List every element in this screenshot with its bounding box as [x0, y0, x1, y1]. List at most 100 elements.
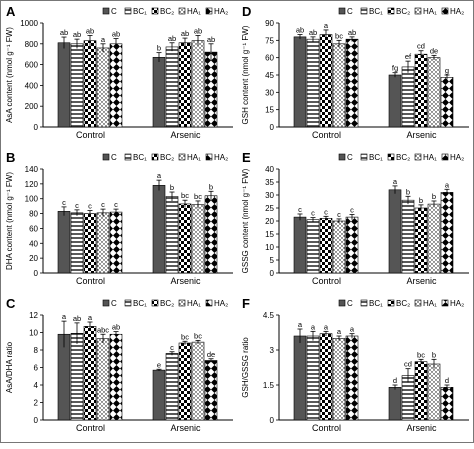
significance-letter: g [445, 66, 449, 75]
bar [96, 338, 110, 421]
legend-label: C [111, 299, 117, 308]
legend-swatch [360, 7, 368, 15]
y-axis-label: AsA/DHA ratio [5, 341, 14, 393]
legend-swatch [387, 299, 395, 307]
x-category-label: Control [76, 276, 105, 286]
significance-letter: c [88, 202, 92, 211]
bar [345, 216, 359, 274]
x-category-label: Control [312, 130, 341, 140]
panel-letter: B [6, 150, 15, 165]
legend-label: C [347, 153, 353, 162]
significance-letter: bc [181, 332, 189, 341]
bar [109, 211, 123, 274]
bar [191, 40, 205, 128]
legend-label: BC₁ [133, 153, 147, 162]
x-category-label: Arsenic [406, 276, 437, 286]
significance-letter: bc [335, 31, 343, 40]
bar [401, 66, 415, 128]
y-tick-label: 0 [270, 416, 275, 425]
bar [293, 335, 307, 421]
significance-letter: de [430, 46, 438, 55]
legend-label: C [347, 7, 353, 16]
legend-label: HA₁ [187, 7, 201, 16]
significance-letter: ab [181, 29, 189, 38]
significance-letter: de [207, 350, 215, 359]
y-tick-label: 45 [265, 71, 274, 80]
y-tick-label: 140 [25, 165, 39, 174]
chart-panel-d: D C BC₁ BC₂ HA₁ HA₂ 0 15 30 45 60 75 90 GSH content (… [241, 4, 469, 140]
bar [306, 219, 320, 274]
panel-letter: A [6, 4, 16, 19]
significance-letter: ab [86, 26, 94, 35]
bar [388, 74, 402, 128]
bar [178, 342, 192, 421]
legend-swatch [360, 153, 368, 161]
y-tick-label: 12 [29, 311, 38, 320]
legend-label: C [111, 7, 117, 16]
bar [70, 43, 84, 128]
legend: C BC₁ BC₂ HA₁ HA₂ [102, 7, 228, 16]
legend: C BC₁ BC₂ HA₁ HA₂ [338, 299, 464, 308]
bar [306, 38, 320, 128]
bar [414, 207, 428, 274]
bar [319, 218, 333, 274]
bar [332, 220, 346, 274]
bar [388, 387, 402, 421]
bar [83, 213, 97, 274]
bar [57, 211, 71, 274]
legend-label: HA₁ [187, 299, 201, 308]
y-tick-label: 8 [34, 346, 39, 355]
legend-swatch [151, 153, 159, 161]
legend-label: BC₂ [396, 7, 410, 16]
significance-letter: ab [168, 34, 176, 43]
bar [204, 360, 218, 421]
significance-letter: bc [194, 331, 202, 340]
y-tick-label: 0 [270, 123, 275, 132]
chart-panel-b: B C BC₁ BC₂ HA₁ HA₂ 0 20 40 60 80 100 120 140 DHA cont… [5, 150, 233, 286]
y-axis-label: GSSG content (nmol g⁻¹ FW) [241, 168, 250, 273]
chart-panel-a: A C BC₁ BC₂ HA₁ HA₂ 0 200 400 600 800 1000 AsA conte… [5, 4, 233, 140]
significance-letter: bc [194, 192, 202, 201]
legend: C BC₁ BC₂ HA₁ HA₂ [338, 7, 464, 16]
bar [178, 42, 192, 128]
legend-label: BC₁ [133, 299, 147, 308]
significance-letter: ab [60, 28, 68, 37]
y-tick-label: 0 [34, 123, 39, 132]
x-category-label: Arsenic [170, 276, 201, 286]
legend-swatch [338, 153, 346, 161]
significance-letter: cd [404, 360, 412, 369]
y-tick-label: 200 [25, 102, 39, 111]
legend-swatch [124, 153, 132, 161]
bar [70, 212, 84, 274]
legend-swatch [441, 153, 449, 161]
bar [427, 57, 441, 128]
bar [427, 363, 441, 421]
y-tick-label: 40 [29, 239, 38, 248]
bar [165, 46, 179, 128]
bar [332, 338, 346, 421]
bar [152, 185, 166, 274]
legend-swatch [441, 7, 449, 15]
x-category-label: Control [312, 423, 341, 433]
significance-letter: ab [73, 30, 81, 39]
significance-letter: c [311, 209, 315, 218]
significance-letter: b [170, 183, 174, 192]
bar [345, 38, 359, 128]
panel-letter: D [242, 4, 251, 19]
y-tick-label: 10 [29, 329, 38, 338]
y-tick-label: 800 [25, 40, 39, 49]
legend-swatch [205, 153, 213, 161]
legend-swatch [102, 153, 110, 161]
significance-letter: ab [348, 28, 356, 37]
legend-label: HA₂ [214, 153, 228, 162]
significance-letter: c [62, 198, 66, 207]
significance-letter: c [298, 205, 302, 214]
bar [388, 189, 402, 274]
legend-label: BC₁ [133, 7, 147, 16]
y-tick-label: 30 [265, 191, 274, 200]
bar [306, 335, 320, 421]
significance-letter: c [114, 200, 118, 209]
significance-letter: b [432, 192, 436, 201]
legend-swatch [124, 7, 132, 15]
x-category-label: Control [76, 130, 105, 140]
